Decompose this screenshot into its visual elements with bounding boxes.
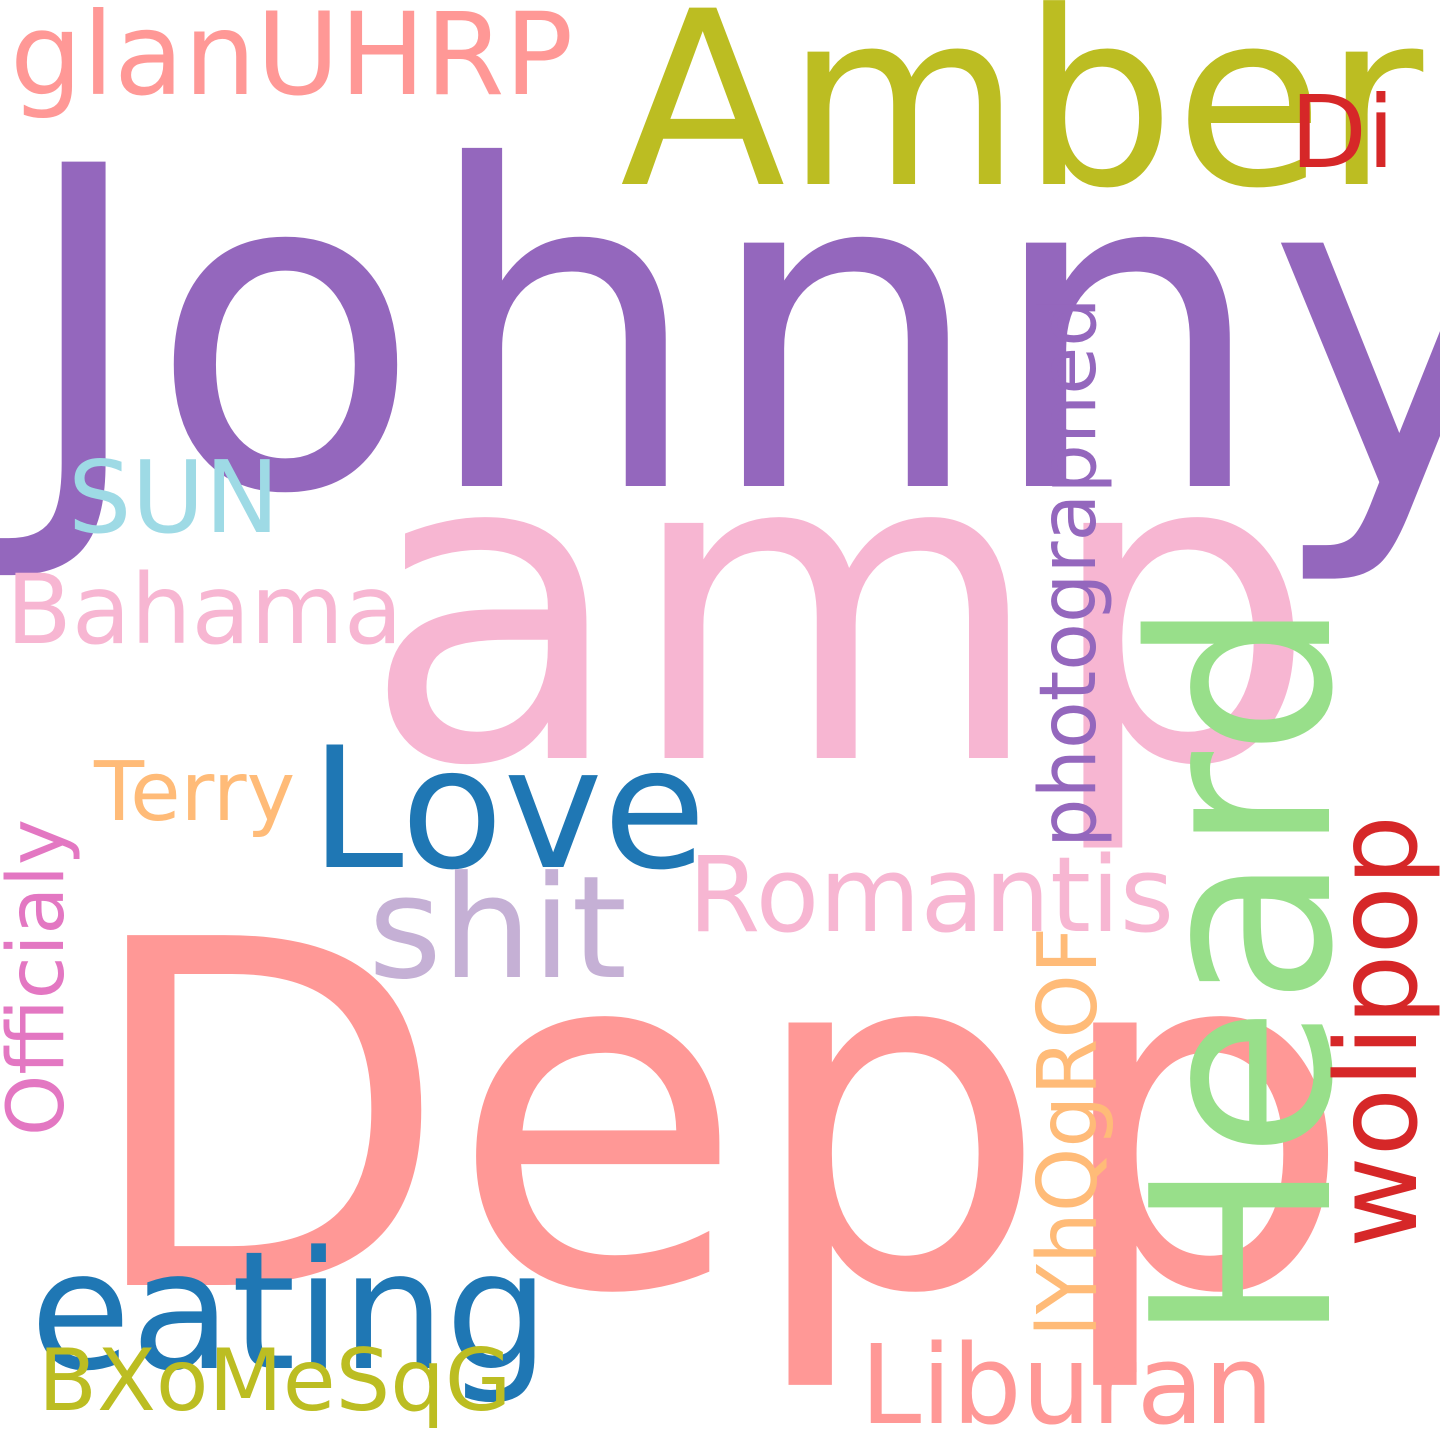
word-photographed: photographed [1024,297,1114,848]
word-bxomesqg: BXoMeSqG [38,1331,512,1431]
word-johnny: Johnny [18,73,1440,591]
word-officialy: Officialy [0,819,82,1136]
word-eating: eating [30,1216,550,1407]
word-di: Di [1290,74,1395,191]
word-glanuhrp: glanUHRP [10,0,574,121]
word-romantis: Romantis [688,834,1175,956]
word-depp: Depp [80,840,1355,1399]
word-amp: amp [362,360,1318,860]
word-shit: shit [368,846,628,1011]
word-wolipop: wolipop [1313,814,1440,1248]
word-bahama: Bahama [6,554,403,666]
word-lyhqgrof: lYhQgROF [1021,926,1116,1337]
word-amber: Amber [620,0,1424,242]
word-sun: SUN [68,439,280,556]
word-terry: Terry [94,745,296,840]
word-liburan: Liburan [860,1321,1274,1440]
word-love: Love [310,711,707,907]
